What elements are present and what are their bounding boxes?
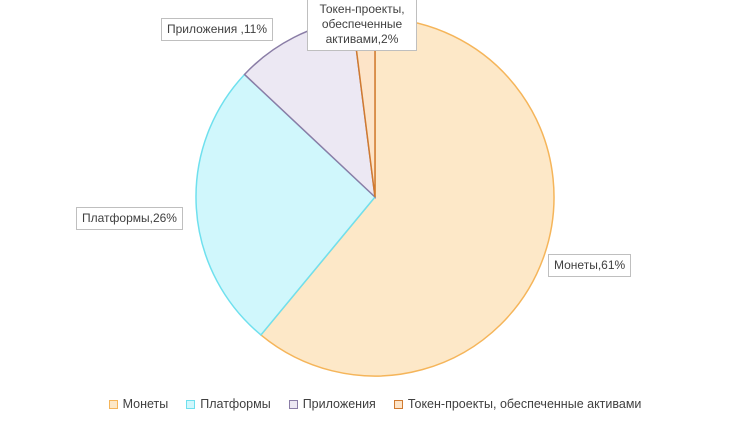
data-label-platforms: Платформы,26%: [76, 207, 183, 230]
legend-label: Монеты: [122, 397, 169, 411]
legend-swatch: [288, 399, 298, 409]
data-label-line: Платформы,26%: [82, 211, 177, 225]
pie-slice-platforms: [195, 73, 377, 336]
data-label-line: активами,2%: [325, 32, 399, 46]
data-label-line: Токен-проекты,: [319, 2, 405, 16]
legend-item-coins: Монеты: [108, 397, 169, 411]
legend-swatch: [186, 399, 196, 409]
legend-item-apps: Приложения: [288, 397, 376, 411]
legend-label: Платформы: [200, 397, 271, 411]
legend-item-platforms: Платформы: [186, 397, 271, 411]
data-label-asset-backed-tokens: Токен-проекты, обеспеченные активами,2%: [307, 0, 417, 51]
data-label-line: Монеты,61%: [554, 258, 626, 272]
legend-item-asset-backed-tokens: Токен-проекты, обеспеченные активами: [393, 397, 642, 411]
pie-slice-coins: [259, 17, 555, 377]
data-label-line: Приложения ,11%: [167, 22, 268, 36]
data-label-apps: Приложения ,11%: [161, 18, 274, 41]
legend: Монеты Платформы Приложения Токен-проекты, …: [0, 393, 750, 415]
data-label-line: обеспеченные: [321, 17, 403, 31]
legend-label: Приложения: [302, 397, 376, 411]
legend-label: Токен-проекты, обеспеченные активами: [407, 397, 642, 411]
data-label-coins: Монеты,61%: [548, 254, 632, 277]
legend-swatch: [393, 399, 403, 409]
legend-swatch: [108, 399, 118, 409]
